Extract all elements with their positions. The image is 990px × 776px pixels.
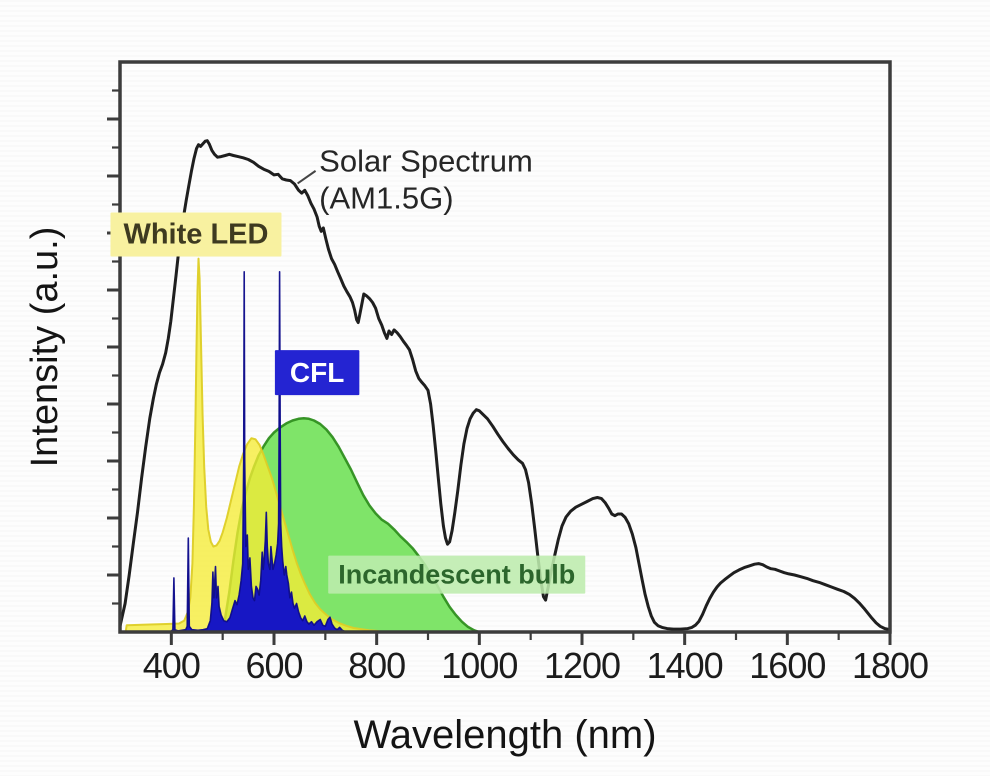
solar-spectrum-label-line1: Solar Spectrum (319, 143, 533, 178)
x-tick-label-800: 800 (348, 645, 405, 686)
white-led-label-background (110, 212, 282, 257)
annotation-boxes (110, 170, 586, 594)
x-tick-label-600: 600 (245, 645, 302, 686)
y-axis-title: Intensity (a.u.) (24, 227, 66, 468)
x-tick-label-1800: 1800 (852, 645, 928, 686)
x-tick-label-1000: 1000 (441, 645, 517, 686)
x-tick-label-1400: 1400 (647, 645, 723, 686)
solar-label-leader-line (297, 170, 317, 185)
solar-spectrum-curve (118, 139, 892, 632)
x-tick-label-1200: 1200 (544, 645, 620, 686)
cfl-label: CFL (290, 357, 344, 388)
x-tick-label-400: 400 (143, 645, 200, 686)
x-tick-labels: 400 600 800 1000 1200 1400 1600 1800 (143, 645, 929, 686)
cfl-label-background (274, 350, 360, 396)
cfl-area (169, 270, 348, 633)
axis-ticks (107, 89, 892, 645)
x-tick-label-1600: 1600 (749, 645, 825, 686)
incandescent-label-background (328, 555, 586, 594)
white-led-area (124, 257, 383, 633)
white-led-label: White LED (123, 218, 268, 250)
solar-spectrum-label-line2: (AM1.5G) (319, 180, 453, 215)
x-axis-title: Wavelength (nm) (353, 713, 656, 757)
incandescent-bulb-label: Incandescent bulb (338, 560, 575, 590)
